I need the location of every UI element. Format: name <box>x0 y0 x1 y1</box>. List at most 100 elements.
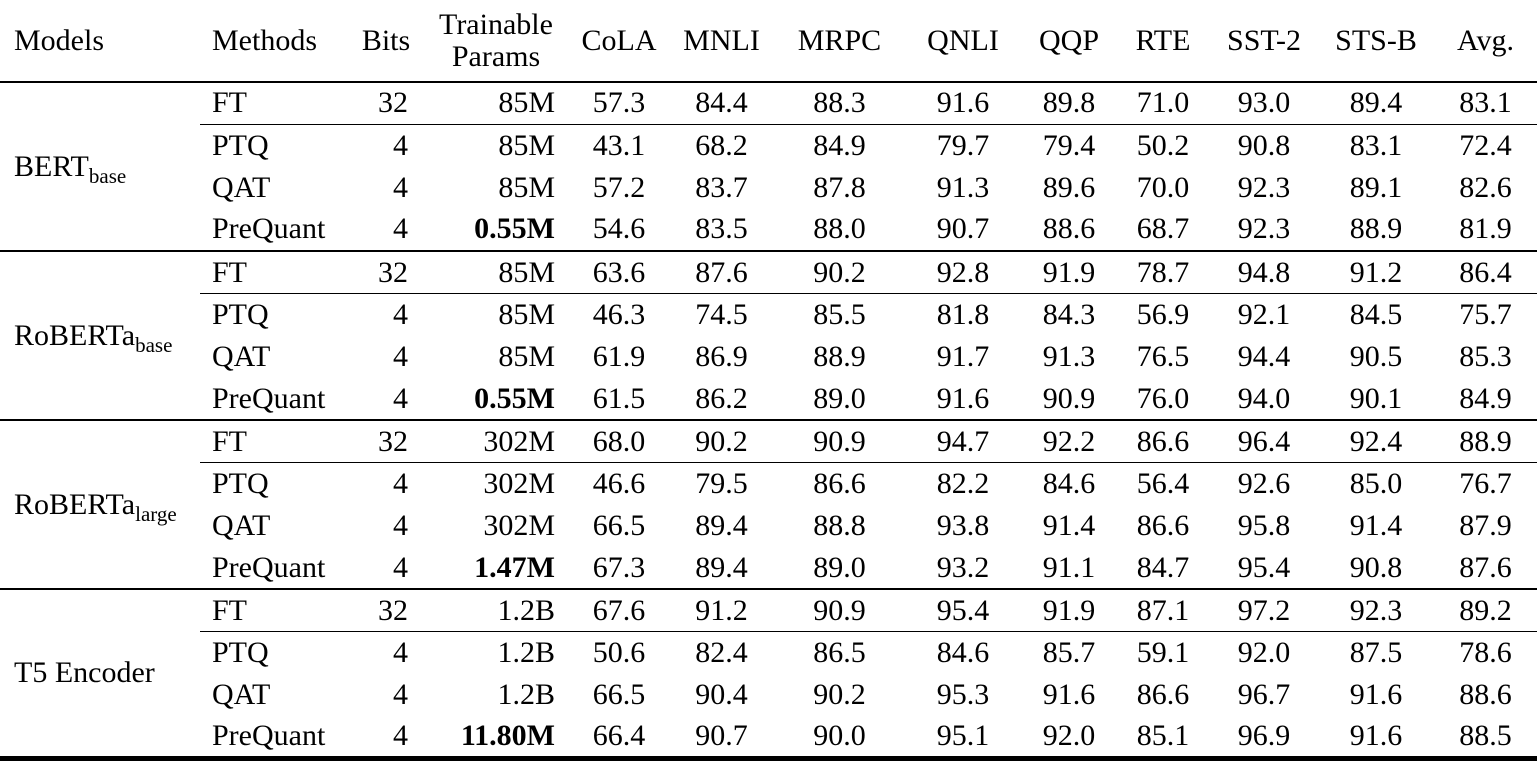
score-cell: 93.0 <box>1210 82 1318 125</box>
header-trainable-line2: Params <box>451 39 541 73</box>
method-cell: PTQ <box>212 297 269 331</box>
score-cell: 91.3 <box>1042 339 1096 373</box>
bits-cell: 4 <box>393 508 408 542</box>
method-cell: FT <box>200 82 350 125</box>
model-label: RoBERTa <box>14 318 136 352</box>
model-subscript: base <box>88 163 127 188</box>
header-qqp: QQP <box>1022 0 1116 83</box>
method-cell: QAT <box>212 170 271 204</box>
score-cell: 89.0 <box>775 377 904 422</box>
header-avg: Avg. <box>1434 0 1537 83</box>
score-cell: 96.9 <box>1210 716 1318 761</box>
score-cell: 84.6 <box>1042 466 1096 500</box>
score-cell: 82.2 <box>936 466 990 500</box>
model-name: RoBERTabase <box>0 251 200 422</box>
params-cell: 1.2B <box>497 678 555 712</box>
method-cell: PTQ <box>212 128 269 162</box>
header-trainable-params: Trainable Params <box>422 0 570 83</box>
score-cell: 50.2 <box>1136 128 1190 162</box>
score-cell: 92.1 <box>1237 297 1291 331</box>
score-cell: 78.6 <box>1459 636 1512 670</box>
score-cell: 88.9 <box>813 339 866 373</box>
score-cell: 91.4 <box>1349 508 1403 542</box>
score-cell: 87.6 <box>668 251 775 294</box>
table-row: PTQ 4 302M 46.6 79.5 86.6 82.2 84.6 56.4 92.6 85.0… <box>0 463 1537 505</box>
bits-cell: 4 <box>393 636 408 670</box>
score-cell: 91.3 <box>936 170 990 204</box>
score-cell: 90.7 <box>668 716 775 761</box>
score-cell: 94.0 <box>1210 377 1318 422</box>
params-cell: 302M <box>483 508 555 542</box>
table-row: PreQuant 4 0.55M 61.5 86.2 89.0 91.6 90.9 76.0 94… <box>0 377 1537 422</box>
score-cell: 76.0 <box>1116 377 1210 422</box>
table-row: PTQ 4 85M 43.1 68.2 84.9 79.7 79.4 50.2 90.8 83.1 7… <box>0 124 1537 166</box>
score-cell: 84.6 <box>936 636 990 670</box>
score-cell: 96.4 <box>1210 420 1318 464</box>
bits-cell: 32 <box>350 589 422 633</box>
score-cell: 81.8 <box>936 297 990 331</box>
header-sst2: SST-2 <box>1210 0 1318 83</box>
score-cell: 84.7 <box>1116 547 1210 591</box>
score-cell: 86.2 <box>668 377 775 422</box>
header-stsb: STS-B <box>1318 0 1434 83</box>
score-cell: 89.4 <box>668 547 775 591</box>
score-cell: 91.7 <box>936 339 990 373</box>
score-cell: 87.9 <box>1459 508 1512 542</box>
score-cell: 71.0 <box>1116 82 1210 125</box>
table-header: Models Methods Bits Trainable Params CoLA… <box>0 0 1537 83</box>
score-cell: 50.6 <box>592 636 646 670</box>
score-cell: 57.2 <box>592 170 646 204</box>
score-cell: 46.3 <box>592 297 646 331</box>
bits-cell: 4 <box>350 547 422 591</box>
method-cell: PreQuant <box>200 377 350 422</box>
table-body: BERTbase FT 32 85M 57.3 84.4 88.3 91.6 89.8 71.0 9… <box>0 82 1537 761</box>
score-cell: 96.7 <box>1237 678 1291 712</box>
bits-cell: 4 <box>393 170 408 204</box>
table-row: PTQ 4 1.2B 50.6 82.4 86.5 84.6 85.7 59.1 92.0 87.5… <box>0 632 1537 674</box>
params-cell: 85M <box>422 82 570 125</box>
score-cell: 90.8 <box>1318 547 1434 591</box>
header-mnli: MNLI <box>668 0 775 83</box>
score-cell: 92.4 <box>1318 420 1434 464</box>
score-cell: 79.7 <box>936 128 990 162</box>
score-cell: 92.2 <box>1022 420 1116 464</box>
score-cell: 88.9 <box>1318 208 1434 253</box>
bits-cell: 32 <box>350 251 422 294</box>
method-cell: PreQuant <box>200 716 350 761</box>
score-cell: 56.4 <box>1136 466 1190 500</box>
score-cell: 86.6 <box>1116 420 1210 464</box>
method-cell: FT <box>200 589 350 633</box>
bits-cell: 4 <box>393 128 408 162</box>
table-row: T5 Encoder FT 32 1.2B 67.6 91.2 90.9 95.4 91.9 87… <box>0 589 1537 761</box>
score-cell: 87.6 <box>1434 547 1537 591</box>
score-cell: 93.2 <box>904 547 1022 591</box>
params-cell: 1.47M <box>422 547 570 591</box>
score-cell: 86.5 <box>813 636 866 670</box>
table-row: RoBERTalarge FT 32 302M 68.0 90.2 90.9 94.7 92.2… <box>0 420 1537 591</box>
score-cell: 56.9 <box>1136 297 1190 331</box>
score-cell: 82.6 <box>1459 170 1512 204</box>
score-cell: 68.7 <box>1116 208 1210 253</box>
method-cell: QAT <box>212 678 271 712</box>
score-cell: 95.8 <box>1237 508 1291 542</box>
score-cell: 91.2 <box>668 589 775 633</box>
params-cell: 1.2B <box>422 589 570 633</box>
params-cell: 85M <box>498 170 555 204</box>
score-cell: 88.3 <box>775 82 904 125</box>
score-cell: 89.6 <box>1042 170 1096 204</box>
score-cell: 90.4 <box>695 678 748 712</box>
method-cell: PTQ <box>212 466 269 500</box>
score-cell: 87.8 <box>813 170 866 204</box>
method-cell: FT <box>200 251 350 294</box>
score-cell: 92.3 <box>1318 589 1434 633</box>
header-bits: Bits <box>350 0 422 83</box>
score-cell: 67.3 <box>570 547 668 591</box>
score-cell: 92.0 <box>1022 716 1116 761</box>
score-cell: 85.1 <box>1116 716 1210 761</box>
params-cell: 85M <box>498 339 555 373</box>
score-cell: 83.1 <box>1434 82 1537 125</box>
model-label: T5 Encoder <box>14 656 155 690</box>
params-cell: 1.2B <box>497 636 555 670</box>
score-cell: 90.2 <box>813 678 866 712</box>
score-cell: 91.9 <box>1022 589 1116 633</box>
